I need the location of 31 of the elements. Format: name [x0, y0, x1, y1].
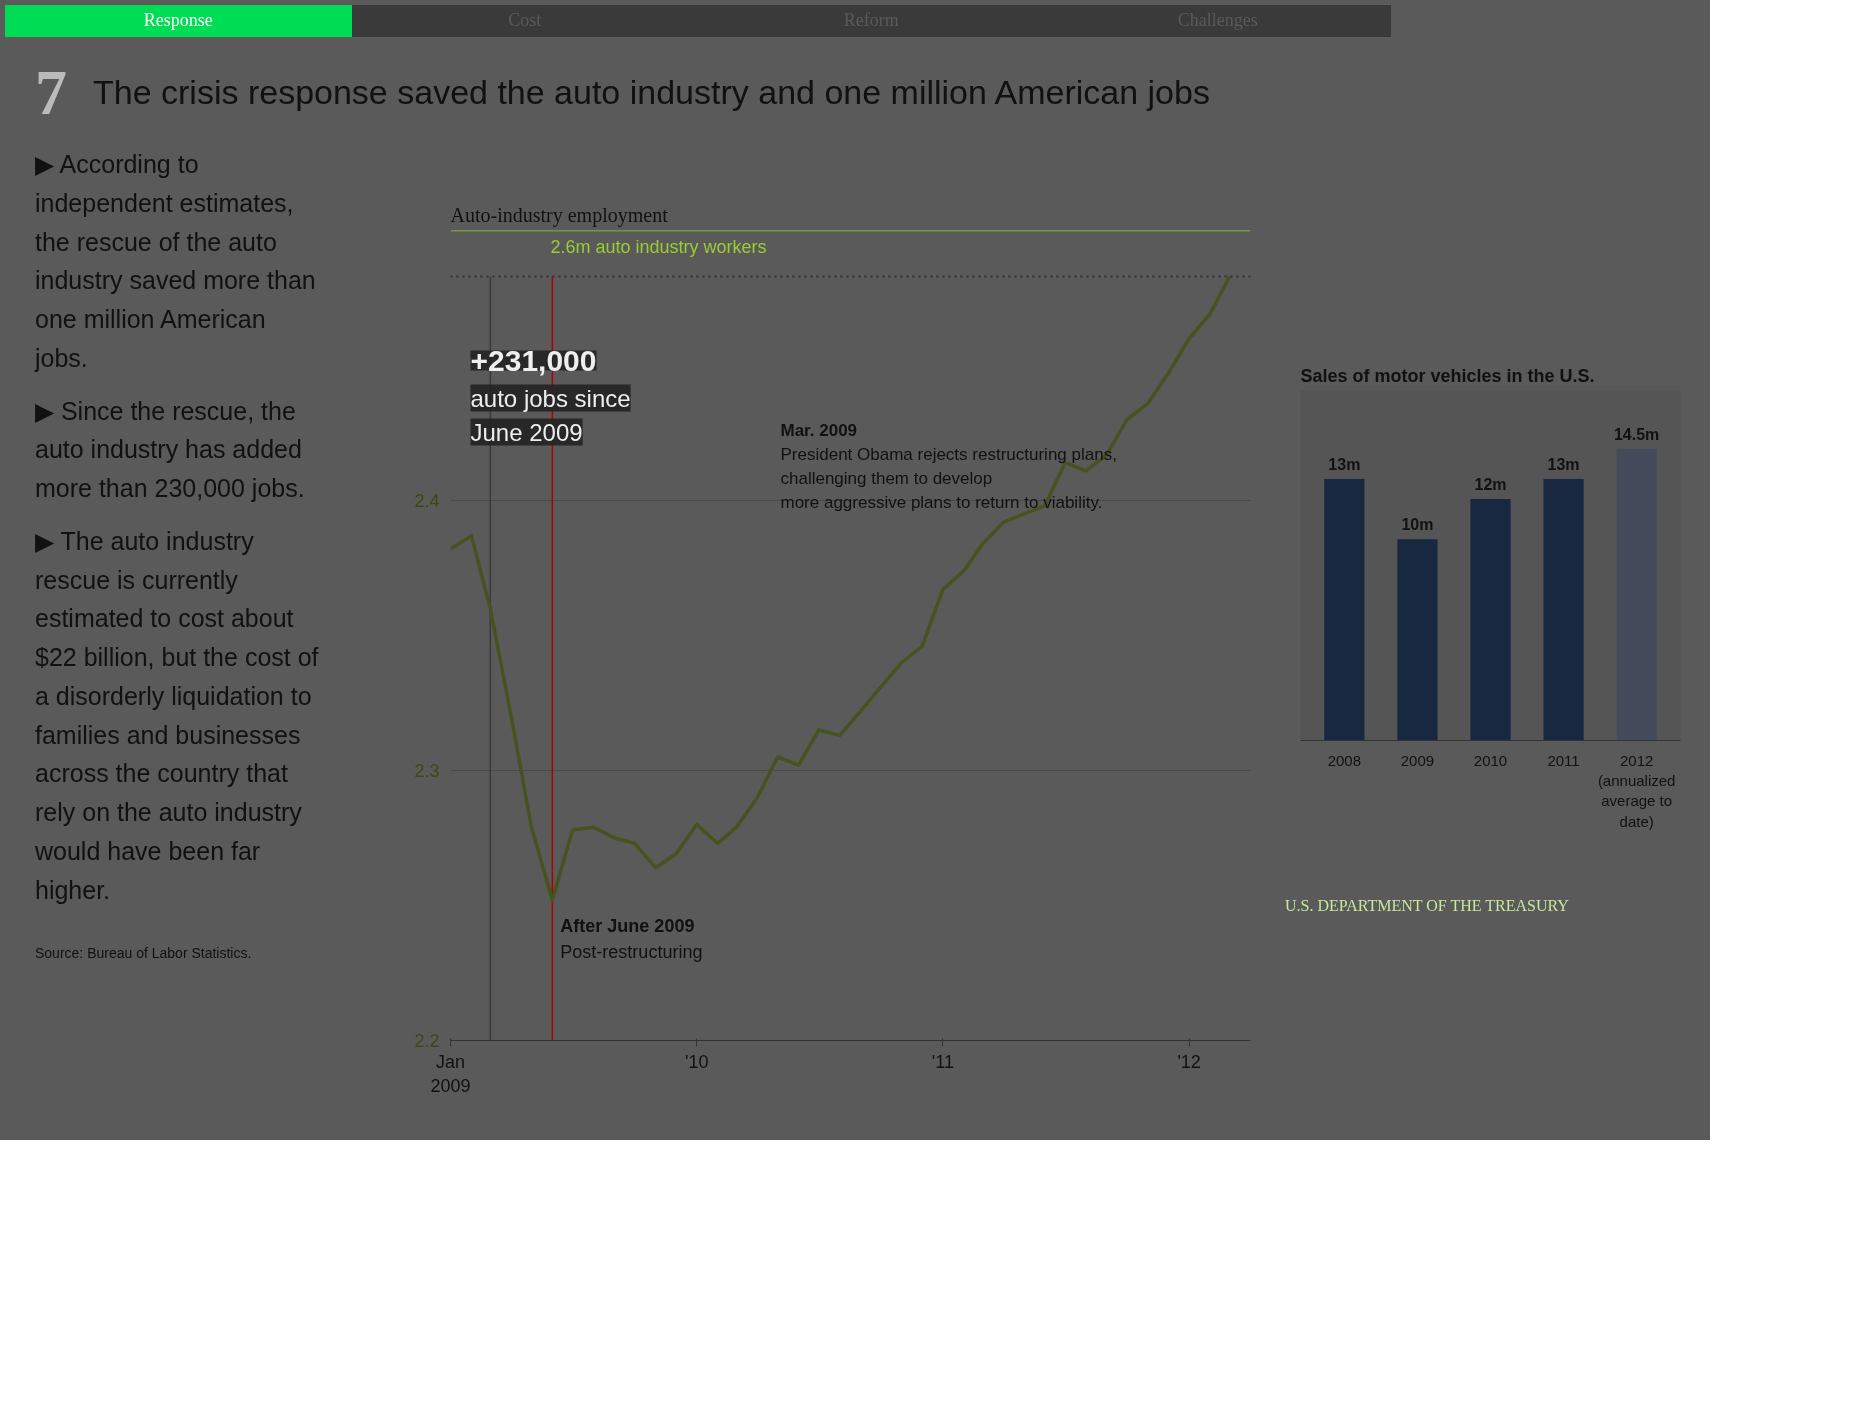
- x-tick-label: '12: [1177, 1051, 1201, 1072]
- chart-title: The crisis response saved the auto industry and one million American jobs: [93, 72, 1210, 114]
- data-label: 13m: [1328, 456, 1361, 474]
- data-label: 10m: [1401, 516, 1434, 534]
- text: Response: [5, 5, 352, 37]
- x-tick-label: 2009: [1400, 751, 1435, 769]
- annotation: After June 2009 Post-restructuring: [560, 916, 703, 963]
- text: ▶ According to independent estimates, the rescue of the auto industry saved more than one million American jobs.: [35, 149, 317, 374]
- text: U.S. DEPARTMENT OF THE TREASURY: [1285, 896, 1570, 916]
- source-note: Source: Bureau of Labor Statistics.: [34, 944, 253, 964]
- x-tick-label: '11: [931, 1051, 954, 1072]
- x-tick-label: Jan 2009: [430, 1051, 471, 1096]
- y-tick-label: 2.2: [414, 1031, 440, 1051]
- text: ▶ The auto industry rescue is currently estimated to cost about $22 billion, but the cost of a disorderly liquidation to families and businesses across the country that rely on the auto industry would have been far higher.: [35, 526, 319, 904]
- text: 7: [35, 55, 67, 130]
- text: ▶ Since the rescue, the auto industry has added more than 230,000 jobs.: [35, 395, 306, 504]
- annotation: +231,000 auto jobs since June 2009: [470, 343, 631, 446]
- data-label: 14.5m: [1613, 425, 1660, 443]
- chart-title: Sales of motor vehicles in the U.S.: [1300, 365, 1595, 386]
- x-tick-label: 2011: [1547, 751, 1580, 769]
- data-label: 13m: [1547, 456, 1580, 474]
- y-tick-label: 2.3: [414, 761, 440, 781]
- ref-line-label: 2.6m auto industry workers: [550, 236, 767, 257]
- x-tick-label: 2008: [1327, 751, 1362, 769]
- data-label: 12m: [1474, 476, 1507, 494]
- annotation: Mar. 2009 President Obama rejects restructuring plans, challenging them to develop more aggressive plans to return to viability.: [780, 420, 1117, 512]
- x-tick-label: 2010: [1473, 751, 1508, 769]
- x-tick-label: '10: [684, 1051, 709, 1072]
- y-tick-label: 2.4: [414, 491, 440, 511]
- x-tick-label: 2012 (annualized average to date): [1597, 751, 1676, 830]
- chart-subtitle: Auto-industry employment: [450, 203, 669, 227]
